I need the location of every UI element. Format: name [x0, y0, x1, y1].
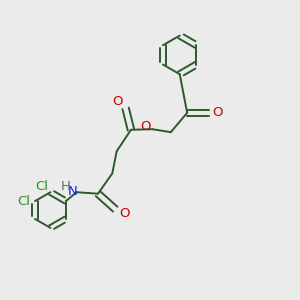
Text: O: O — [119, 207, 129, 220]
Text: H: H — [60, 180, 70, 194]
Text: Cl: Cl — [35, 180, 48, 193]
Text: O: O — [141, 120, 151, 133]
Text: Cl: Cl — [17, 195, 30, 208]
Text: N: N — [67, 185, 77, 198]
Text: O: O — [212, 106, 223, 119]
Text: O: O — [112, 95, 123, 108]
